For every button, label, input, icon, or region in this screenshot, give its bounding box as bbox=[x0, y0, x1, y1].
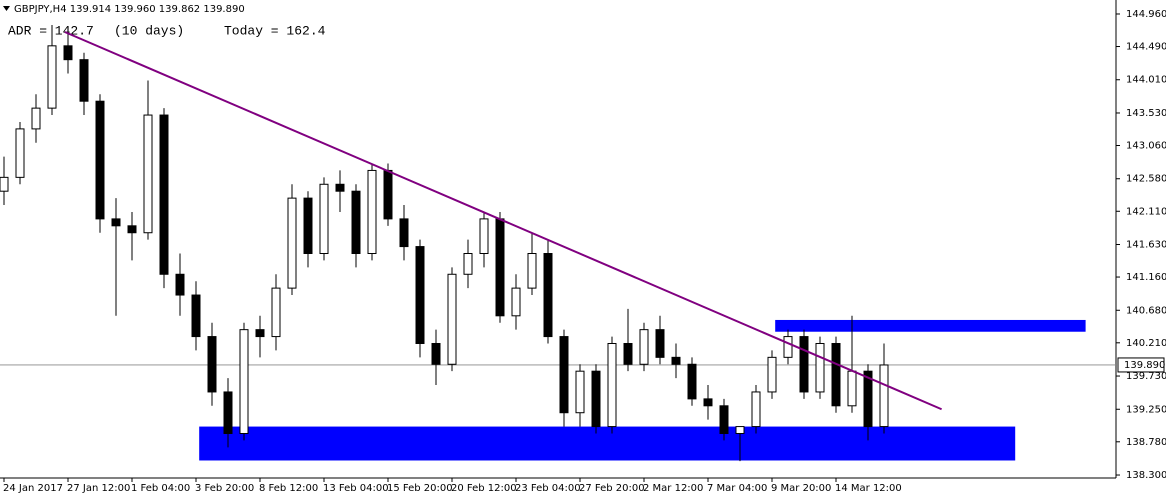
candle-body bbox=[95, 100, 105, 220]
x-tick-label: 13 Feb 04:00 bbox=[323, 483, 389, 494]
candle-body bbox=[31, 107, 41, 130]
x-tick-label: 27 Jan 12:00 bbox=[67, 483, 130, 494]
y-tick-label: 138.780 bbox=[1126, 437, 1166, 448]
candle-body bbox=[47, 45, 57, 109]
candle-body bbox=[111, 218, 121, 227]
y-tick-label: 143.060 bbox=[1126, 141, 1166, 152]
candle-body bbox=[655, 329, 665, 358]
candle-body bbox=[847, 370, 857, 407]
candle-body bbox=[719, 405, 729, 434]
candle-body bbox=[799, 336, 809, 393]
x-tick-label: 15 Feb 20:00 bbox=[387, 483, 453, 494]
candle-body bbox=[815, 342, 825, 393]
x-tick-label: 7 Mar 04:00 bbox=[707, 483, 767, 494]
candle-body bbox=[479, 218, 489, 255]
y-tick-label: 144.490 bbox=[1126, 42, 1166, 53]
candle-body bbox=[735, 426, 745, 434]
candle-body bbox=[879, 364, 889, 428]
menu-arrow bbox=[3, 6, 10, 11]
candle-body bbox=[447, 273, 457, 365]
candle-body bbox=[143, 114, 153, 234]
y-tick-label: 141.630 bbox=[1126, 240, 1166, 251]
x-tick-label: 23 Feb 04:00 bbox=[515, 483, 581, 494]
candle-body bbox=[287, 197, 297, 289]
y-tick-label: 142.580 bbox=[1126, 174, 1166, 185]
y-tick-label: 140.680 bbox=[1126, 305, 1166, 316]
candle-body bbox=[783, 336, 793, 358]
candle-body bbox=[639, 329, 649, 365]
candle-body bbox=[127, 225, 137, 234]
candle-body bbox=[63, 45, 73, 61]
last-price-box bbox=[1117, 357, 1165, 373]
x-tick-label: 2 Mar 12:00 bbox=[643, 483, 703, 494]
trendline bbox=[64, 31, 942, 411]
candle-body bbox=[383, 169, 393, 220]
y-tick-label: 144.960 bbox=[1126, 9, 1166, 20]
candle-body bbox=[319, 183, 329, 255]
candle-body bbox=[559, 336, 569, 414]
candle-body bbox=[367, 169, 377, 255]
y-tick-label: 141.160 bbox=[1126, 272, 1166, 283]
candle-body bbox=[351, 190, 361, 255]
candle-body bbox=[399, 218, 409, 248]
x-tick-label: 3 Feb 20:00 bbox=[195, 483, 254, 494]
candle-body bbox=[175, 273, 185, 296]
candle-body bbox=[415, 246, 425, 344]
candle-body bbox=[607, 342, 617, 428]
x-tick-label: 20 Feb 12:00 bbox=[451, 483, 517, 494]
candle-body bbox=[671, 356, 681, 365]
today: Today = 162.4 bbox=[224, 23, 326, 38]
x-tick-label: 1 Feb 04:00 bbox=[131, 483, 190, 494]
adr: ADR = 142.7 bbox=[8, 23, 94, 38]
candle-body bbox=[303, 197, 313, 255]
x-tick-label: 14 Mar 12:00 bbox=[835, 483, 902, 494]
y-tick-label: 140.210 bbox=[1126, 338, 1166, 349]
x-tick-label: 8 Feb 12:00 bbox=[259, 483, 318, 494]
candle-body bbox=[0, 176, 9, 192]
candle-body bbox=[703, 398, 713, 407]
adr-period: (10 days) bbox=[114, 23, 184, 38]
candle-body bbox=[255, 329, 265, 338]
x-tick-label: 9 Mar 20:00 bbox=[771, 483, 831, 494]
candle-body bbox=[575, 370, 585, 414]
candle-body bbox=[191, 294, 201, 338]
price-zone bbox=[775, 319, 1086, 332]
candle-body bbox=[159, 114, 169, 275]
candle-body bbox=[223, 391, 233, 434]
x-tick-label: 27 Feb 20:00 bbox=[579, 483, 645, 494]
candle-body bbox=[239, 329, 249, 434]
candle-body bbox=[623, 342, 633, 365]
x-tick-label: 24 Jan 2017 bbox=[3, 483, 63, 494]
candle-body bbox=[751, 391, 761, 428]
candle-body bbox=[767, 356, 777, 393]
y-tick-label: 139.730 bbox=[1126, 371, 1166, 382]
candle-body bbox=[527, 253, 537, 289]
candle-body bbox=[15, 128, 25, 178]
price-zone bbox=[199, 426, 1016, 461]
y-tick-label: 139.250 bbox=[1126, 404, 1166, 415]
header: GBPJPY,H4 139.914 139.960 139.862 139.89… bbox=[14, 4, 245, 15]
candle-body bbox=[463, 253, 473, 275]
candle-body bbox=[207, 336, 217, 393]
y-tick-label: 138.300 bbox=[1126, 470, 1166, 481]
candle-body bbox=[79, 59, 89, 102]
candle-body bbox=[543, 253, 553, 338]
y-tick-label: 143.530 bbox=[1126, 108, 1166, 119]
candle-body bbox=[687, 363, 697, 400]
candle-body bbox=[511, 287, 521, 317]
last-price-label: 139.890 bbox=[1124, 360, 1165, 371]
y-tick-label: 142.110 bbox=[1126, 206, 1166, 217]
y-tick-label: 144.010 bbox=[1126, 75, 1166, 86]
candle-body bbox=[271, 287, 281, 338]
candle-body bbox=[591, 370, 601, 428]
candle-body bbox=[495, 218, 505, 317]
candle-body bbox=[431, 342, 441, 365]
candle-body bbox=[831, 342, 841, 407]
candle-body bbox=[863, 370, 873, 428]
candle-body bbox=[335, 183, 345, 192]
